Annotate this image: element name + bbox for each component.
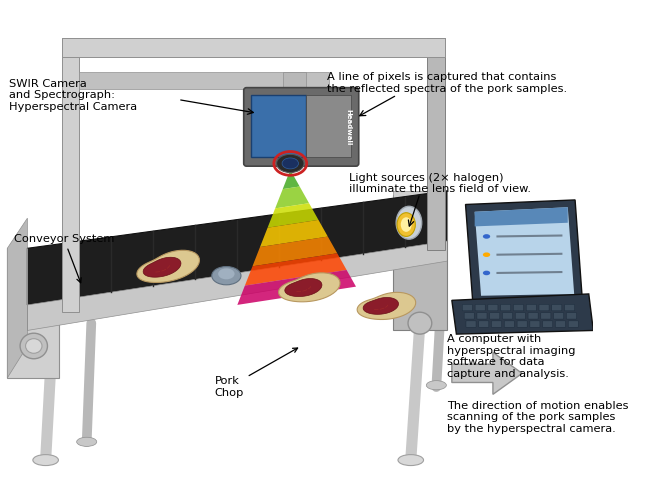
- Polygon shape: [268, 203, 318, 228]
- Polygon shape: [363, 297, 398, 314]
- Text: SWIR Camera
and Spectrograph:
Hyperspectral Camera: SWIR Camera and Spectrograph: Hyperspect…: [9, 78, 137, 112]
- Polygon shape: [452, 294, 593, 334]
- Polygon shape: [465, 200, 582, 303]
- Polygon shape: [62, 38, 445, 57]
- Polygon shape: [79, 72, 329, 89]
- Ellipse shape: [282, 158, 298, 169]
- FancyBboxPatch shape: [515, 313, 525, 319]
- FancyBboxPatch shape: [479, 321, 489, 327]
- Text: Light sources (2× halogen)
illuminate the lens field of view.: Light sources (2× halogen) illuminate th…: [348, 173, 530, 194]
- Polygon shape: [474, 207, 567, 226]
- Polygon shape: [306, 95, 352, 157]
- FancyBboxPatch shape: [491, 321, 502, 327]
- Polygon shape: [27, 191, 447, 305]
- FancyBboxPatch shape: [528, 313, 538, 319]
- FancyBboxPatch shape: [565, 304, 575, 311]
- Polygon shape: [260, 220, 328, 247]
- Ellipse shape: [483, 271, 490, 275]
- FancyBboxPatch shape: [517, 321, 527, 327]
- Polygon shape: [427, 38, 445, 250]
- Polygon shape: [283, 170, 300, 189]
- FancyBboxPatch shape: [502, 313, 513, 319]
- Ellipse shape: [218, 269, 235, 279]
- Polygon shape: [357, 292, 416, 319]
- Ellipse shape: [25, 339, 42, 353]
- Ellipse shape: [483, 253, 490, 257]
- Ellipse shape: [33, 455, 58, 466]
- FancyBboxPatch shape: [489, 313, 500, 319]
- FancyBboxPatch shape: [500, 304, 511, 311]
- FancyBboxPatch shape: [244, 88, 359, 166]
- Ellipse shape: [400, 217, 411, 232]
- Polygon shape: [62, 38, 79, 312]
- Polygon shape: [252, 236, 337, 266]
- FancyBboxPatch shape: [251, 95, 306, 157]
- Text: A line of pixels is captured that contains
the reflected spectra of the pork sam: A line of pixels is captured that contai…: [327, 72, 567, 94]
- Ellipse shape: [408, 312, 432, 334]
- Text: The direction of motion enables
scanning of the pork samples
by the hyperspectra: The direction of motion enables scanning…: [447, 401, 629, 434]
- Ellipse shape: [277, 154, 304, 173]
- Polygon shape: [27, 241, 447, 330]
- Text: Pork
Chop: Pork Chop: [214, 348, 298, 398]
- FancyBboxPatch shape: [543, 321, 552, 327]
- Polygon shape: [245, 253, 346, 286]
- FancyBboxPatch shape: [514, 304, 523, 311]
- Ellipse shape: [398, 455, 424, 466]
- Text: Conveyor System: Conveyor System: [14, 234, 114, 283]
- FancyBboxPatch shape: [539, 304, 549, 311]
- FancyBboxPatch shape: [462, 304, 473, 311]
- Polygon shape: [393, 195, 447, 330]
- Polygon shape: [283, 72, 306, 136]
- FancyBboxPatch shape: [541, 313, 551, 319]
- FancyBboxPatch shape: [566, 313, 577, 319]
- FancyBboxPatch shape: [488, 304, 498, 311]
- Ellipse shape: [397, 213, 415, 236]
- Ellipse shape: [20, 333, 47, 359]
- FancyBboxPatch shape: [504, 321, 514, 327]
- Polygon shape: [452, 353, 522, 394]
- Text: Headwall: Headwall: [346, 109, 352, 145]
- FancyBboxPatch shape: [475, 304, 485, 311]
- Ellipse shape: [77, 437, 97, 446]
- FancyBboxPatch shape: [552, 304, 562, 311]
- Ellipse shape: [396, 206, 422, 239]
- FancyBboxPatch shape: [464, 313, 474, 319]
- Polygon shape: [275, 187, 309, 208]
- Polygon shape: [279, 273, 340, 302]
- FancyBboxPatch shape: [568, 321, 578, 327]
- Polygon shape: [7, 248, 59, 378]
- FancyBboxPatch shape: [530, 321, 540, 327]
- Polygon shape: [143, 257, 181, 277]
- Ellipse shape: [212, 267, 241, 285]
- FancyBboxPatch shape: [466, 321, 476, 327]
- Text: A computer with
hyperspectral imaging
software for data
capture and analysis.: A computer with hyperspectral imaging so…: [447, 334, 576, 379]
- Ellipse shape: [483, 234, 490, 239]
- Polygon shape: [137, 250, 200, 283]
- FancyBboxPatch shape: [556, 321, 566, 327]
- Polygon shape: [393, 191, 447, 200]
- Polygon shape: [474, 207, 574, 296]
- Polygon shape: [237, 270, 356, 305]
- Ellipse shape: [426, 381, 447, 390]
- FancyBboxPatch shape: [477, 313, 487, 319]
- Polygon shape: [285, 279, 322, 297]
- FancyBboxPatch shape: [526, 304, 536, 311]
- Polygon shape: [7, 218, 27, 378]
- FancyBboxPatch shape: [554, 313, 564, 319]
